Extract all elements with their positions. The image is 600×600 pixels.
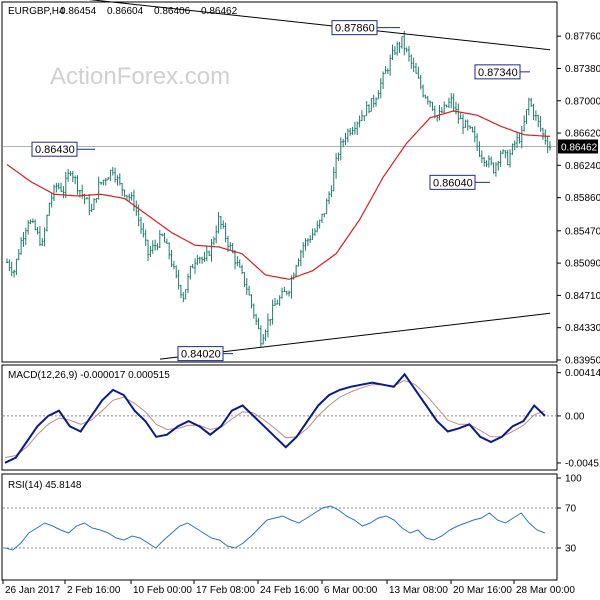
macd-signal-line: [4, 379, 546, 459]
price-tick-label: 0.87000: [565, 96, 600, 107]
watermark: ActionForex.com: [50, 63, 230, 90]
rsi-tick-label: 100: [565, 474, 582, 485]
time-tick-label: 24 Feb 16:00: [260, 585, 319, 596]
upper-trendline-extension: [88, 0, 201, 12]
macd-panel: MACD(12,26,9) -0.000017 0.000515 0.004148…: [3, 368, 600, 469]
price-tick-label: 0.85090: [565, 259, 600, 270]
price-tick-label: 0.86620: [565, 129, 600, 140]
annotation-box: [474, 64, 521, 80]
price-tick-label: 0.87760: [565, 32, 600, 43]
rsi-panel: RSI(14) 45.8148 100 70 30: [3, 474, 582, 555]
macd-tick-label: 0.004148: [565, 368, 600, 379]
moving-average-line: [6, 110, 551, 280]
time-tick-label: 26 Jan 2017: [5, 585, 60, 596]
annotation-box: [177, 346, 224, 362]
price-tick-label: 0.86240: [565, 161, 600, 172]
price-tick-label: 0.84710: [565, 291, 600, 302]
annotation-box: [31, 141, 78, 157]
price-tick-label: 0.87380: [565, 64, 600, 75]
time-tick-label: 28 Mar 00:00: [516, 585, 575, 596]
ohlc-close: 0.86462: [201, 6, 238, 17]
time-tick-label: 17 Feb 08:00: [196, 585, 255, 596]
main-panel-frame: [1, 1, 558, 363]
ohlc-low: 0.86406: [154, 6, 191, 17]
price-tick-label: 0.83950: [565, 356, 600, 367]
time-tick-label: 2 Feb 16:00: [67, 585, 121, 596]
price-axis: 0.87760 0.87380 0.87000 0.86620 0.86240 0.858…: [557, 32, 600, 367]
rsi-line: [4, 505, 546, 551]
lower-trendline: [159, 312, 551, 360]
annotation-label: 0.87860: [335, 23, 375, 35]
annotation-box: [429, 174, 476, 190]
macd-title: MACD(12,26,9) -0.000017 0.000515: [8, 370, 170, 381]
time-axis: 26 Jan 2017 2 Feb 16:00 10 Feb 00:00 17 Feb…: [2, 580, 575, 596]
price-tick-label: 0.84330: [565, 323, 600, 334]
rsi-title: RSI(14) 45.8148: [8, 480, 82, 491]
rsi-panel-frame: [1, 473, 558, 581]
time-tick-label: 13 Mar 08:00: [389, 585, 448, 596]
candlesticks: [6, 31, 551, 347]
rsi-tick-label: 30: [565, 544, 577, 555]
annotation-box: [331, 20, 378, 36]
annotation-label: 0.86430: [35, 144, 75, 156]
ohlc-high: 0.86604: [107, 6, 144, 17]
rsi-tick-label: 70: [565, 504, 577, 515]
price-annotations: 0.87860 0.87340 0.86430 0.86040 0.84020: [31, 20, 530, 362]
time-tick-label: 6 Mar 00:00: [324, 585, 378, 596]
current-price-marker: [558, 139, 598, 154]
time-tick-label: 10 Feb 00:00: [133, 585, 192, 596]
ohlc-open: 0.86454: [60, 6, 97, 17]
macd-line: [4, 372, 546, 464]
macd-panel-frame: [1, 364, 558, 471]
chart-symbol: EURGBP,H4: [8, 6, 65, 17]
annotation-label: 0.87340: [478, 67, 518, 79]
price-tick-label: 0.85860: [565, 193, 600, 204]
annotation-label: 0.86040: [433, 177, 473, 189]
current-price-label: 0.86462: [561, 142, 598, 153]
price-tick-label: 0.85470: [565, 226, 600, 237]
macd-tick-label: -0.004516: [565, 458, 600, 469]
macd-tick-label: 0.00: [565, 411, 585, 422]
time-tick-label: 20 Mar 16:00: [453, 585, 512, 596]
annotation-label: 0.84020: [181, 349, 221, 361]
